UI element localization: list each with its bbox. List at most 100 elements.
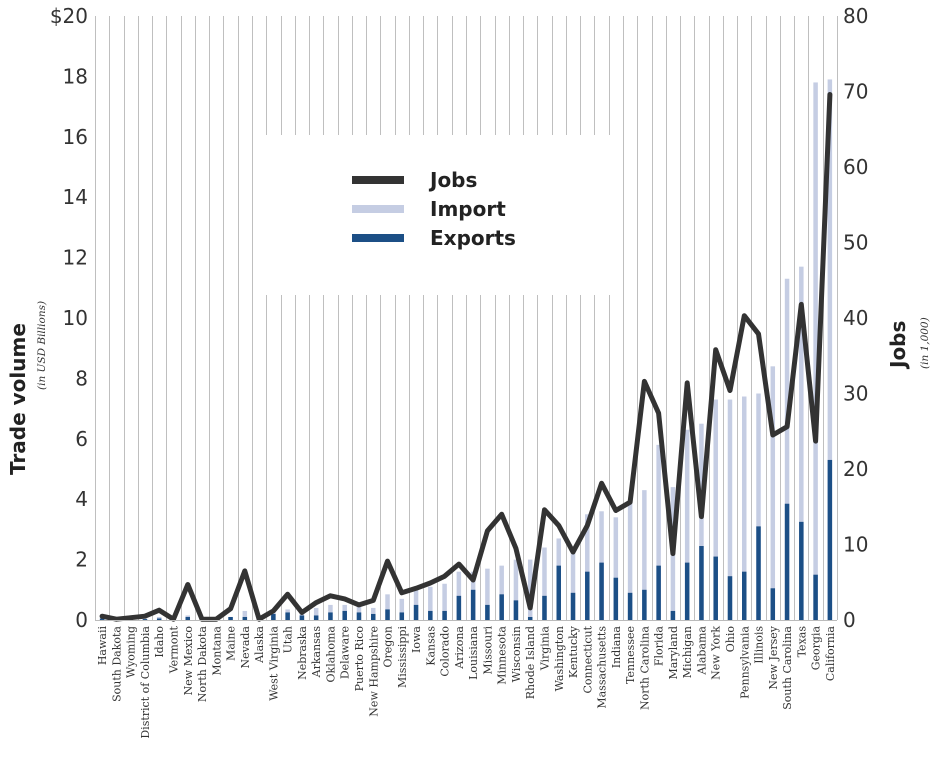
export-bar	[542, 595, 547, 620]
legend-exports-label: Exports	[430, 226, 516, 250]
import-bar	[442, 583, 447, 620]
export-bar	[342, 610, 347, 620]
import-bar	[799, 266, 804, 620]
state-label: Virginia	[538, 626, 551, 672]
export-bar	[727, 576, 733, 620]
right-axis-title: Jobs	[886, 321, 910, 370]
import-bar	[499, 565, 504, 620]
state-label: Delaware	[339, 626, 352, 679]
import-bar	[513, 559, 519, 620]
import-bar	[585, 514, 590, 620]
export-bar	[356, 612, 362, 620]
export-bar	[713, 556, 718, 620]
state-label: Florida	[653, 626, 666, 667]
state-label: California	[824, 626, 837, 682]
state-label: Missouri	[481, 626, 494, 675]
export-bar	[470, 589, 476, 620]
state-label: New York	[710, 626, 723, 680]
left-tick-label: 4	[75, 487, 88, 511]
state-label: North Dakota	[196, 626, 209, 703]
right-tick-label: 60	[843, 155, 868, 179]
import-bar	[570, 547, 576, 620]
state-label: New Hampshire	[367, 626, 380, 717]
state-label: Nebraska	[296, 626, 309, 680]
state-label: Arkansas	[310, 626, 323, 679]
export-bar	[799, 521, 804, 620]
left-tick-label: 18	[63, 64, 88, 88]
legend-background	[262, 135, 622, 295]
export-bar	[328, 612, 333, 620]
import-bar	[313, 607, 319, 620]
legend-jobs-label: Jobs	[428, 168, 477, 192]
export-bar	[670, 610, 676, 620]
left-axis-ticks: 0 2 4 6 8 10 12 14 16 18 $20	[50, 4, 88, 632]
state-label: Rhode Island	[524, 626, 537, 699]
export-bar	[742, 571, 747, 620]
vertical-gridlines	[95, 16, 838, 620]
state-label: District of Columbia	[139, 626, 152, 739]
export-bar	[385, 609, 390, 620]
import-bar	[756, 393, 761, 620]
export-bar	[285, 612, 290, 620]
export-bar	[156, 618, 162, 620]
import-bar	[813, 82, 818, 620]
import-bar	[456, 571, 462, 620]
legend: Jobs Import Exports	[262, 135, 622, 295]
state-label: Texas	[795, 626, 808, 658]
state-label: Washington	[553, 626, 566, 691]
right-tick-label: 10	[843, 533, 868, 557]
export-bar	[228, 616, 233, 620]
right-tick-label: 20	[843, 457, 868, 481]
import-bar	[399, 598, 405, 620]
export-bar	[642, 589, 647, 620]
import-bar	[385, 594, 390, 620]
import-bar	[656, 444, 661, 620]
state-label: Michigan	[681, 626, 694, 678]
state-label: Maine	[225, 626, 238, 661]
right-axis-ticks: 0 10 20 30 40 50 60 70 80	[843, 4, 868, 632]
left-axis-title: Trade volume	[6, 323, 30, 475]
state-label: Colorado	[439, 626, 452, 677]
state-label: Georgia	[810, 626, 823, 671]
import-bar	[684, 429, 690, 620]
export-bar	[442, 610, 447, 620]
export-bar	[485, 604, 490, 620]
state-label: Kentucky	[567, 625, 580, 678]
import-bar	[428, 586, 433, 620]
state-label: Vermont	[167, 625, 180, 674]
left-tick-label: 14	[63, 185, 88, 209]
left-tick-label: $20	[50, 4, 88, 28]
state-label: Illinois	[753, 626, 766, 664]
left-tick-label: 10	[63, 306, 88, 330]
import-bar	[827, 79, 833, 621]
jobs-line	[99, 92, 833, 622]
import-bar	[485, 568, 490, 620]
export-bar	[242, 616, 248, 620]
export-bars	[99, 459, 833, 620]
state-label: Alaska	[253, 626, 266, 664]
export-bar	[699, 546, 704, 620]
state-label: Iowa	[410, 626, 423, 653]
import-bar	[784, 278, 790, 620]
state-label: Montana	[210, 626, 223, 676]
state-label: Puerto Rico	[353, 626, 366, 692]
export-bar	[585, 571, 590, 620]
export-bar	[784, 503, 790, 620]
state-label: Pennsylvania	[738, 626, 751, 699]
state-label: Connecticut	[581, 625, 594, 693]
export-bar	[142, 619, 148, 620]
state-label: Utah	[282, 626, 295, 653]
right-tick-label: 70	[843, 80, 868, 104]
export-bar	[185, 616, 190, 620]
state-label: West Virginia	[267, 626, 280, 701]
export-bar	[599, 562, 604, 620]
state-label: South Carolina	[781, 626, 794, 710]
export-bar	[570, 592, 576, 620]
export-bar	[271, 613, 276, 620]
state-label: Minnesota	[496, 626, 509, 685]
state-label: Kansas	[424, 626, 437, 666]
export-bar	[813, 574, 818, 620]
state-label: Mississippi	[396, 626, 409, 688]
state-label: Idaho	[153, 626, 166, 658]
